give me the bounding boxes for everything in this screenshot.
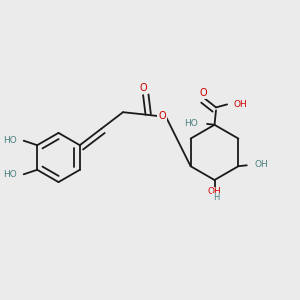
Text: O: O [158, 111, 166, 121]
Text: HO: HO [184, 119, 197, 128]
Text: O: O [139, 83, 147, 94]
Text: OH: OH [254, 160, 268, 169]
Text: OH: OH [208, 188, 221, 196]
Text: O: O [199, 88, 207, 98]
Text: H: H [213, 194, 219, 202]
Text: HO: HO [3, 136, 17, 145]
Text: OH: OH [234, 100, 248, 109]
Text: HO: HO [3, 170, 17, 179]
